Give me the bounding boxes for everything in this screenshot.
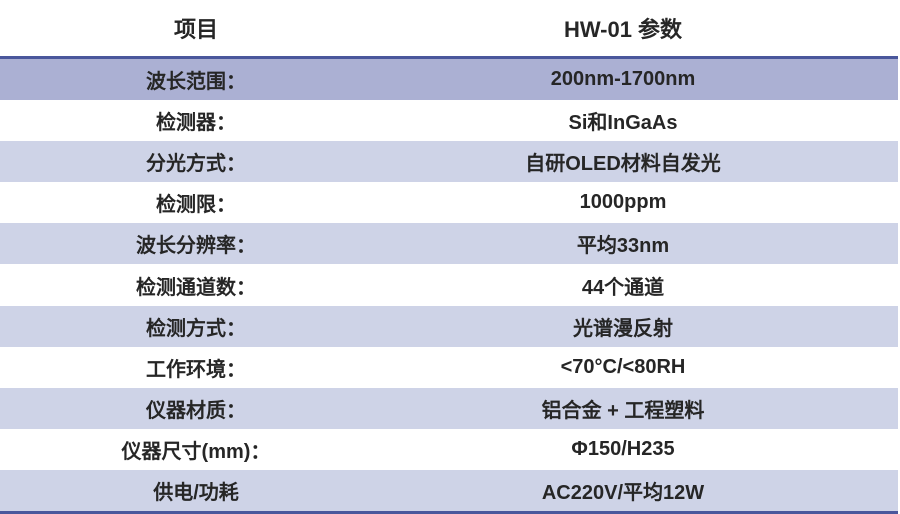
row-label: 工作环境：	[146, 358, 246, 381]
table-row: 仪器尺寸(mm)： Φ150/H235	[0, 428, 898, 470]
row-label: 检测方式：	[146, 317, 246, 340]
table-row: 检测限： 1000ppm	[0, 182, 898, 224]
table-row: 检测通道数： 44个通道	[0, 264, 898, 306]
row-label: 检测器：	[156, 112, 236, 135]
table-body: 波长范围： 200nm-1700nm 检测器： Si和InGaAs 分光方式： …	[0, 59, 898, 512]
table-header: 项目 HW-01 参数	[0, 0, 898, 56]
row-value: <70°C/<80RH	[560, 355, 686, 378]
table-row: 波长分辨率： 平均33nm	[0, 223, 898, 265]
row-value: 平均33nm	[576, 235, 670, 258]
row-label: 波长分辨率：	[136, 235, 256, 258]
row-value: 1000ppm	[579, 191, 667, 214]
row-label: 分光方式：	[146, 153, 246, 176]
row-value: 光谱漫反射	[573, 317, 673, 340]
row-value: AC220V/平均12W	[541, 481, 705, 504]
row-value: 200nm-1700nm	[550, 68, 696, 91]
table-row: 检测器： Si和InGaAs	[0, 100, 898, 142]
header-param-label: HW-01 参数	[563, 17, 683, 42]
header-item-label: 项目	[173, 17, 218, 42]
row-value: 铝合金 + 工程塑料	[541, 399, 705, 422]
row-value: 自研OLED材料自发光	[525, 153, 721, 176]
table-row: 分光方式： 自研OLED材料自发光	[0, 141, 898, 183]
bottom-rule	[0, 511, 898, 514]
row-label: 波长范围：	[146, 71, 246, 94]
table-row: 波长范围： 200nm-1700nm	[0, 59, 898, 101]
row-label: 供电/功耗	[153, 481, 239, 504]
row-value: 44个通道	[581, 276, 665, 299]
table-row: 供电/功耗 AC220V/平均12W	[0, 469, 898, 512]
row-label: 仪器材质：	[146, 399, 246, 422]
table-row: 检测方式： 光谱漫反射	[0, 305, 898, 347]
row-value: Φ150/H235	[571, 437, 675, 460]
row-label: 检测限：	[156, 194, 236, 217]
table-row: 仪器材质： 铝合金 + 工程塑料	[0, 387, 898, 429]
row-label: 检测通道数：	[136, 276, 256, 299]
table-row: 工作环境： <70°C/<80RH	[0, 346, 898, 388]
header-divider-rule	[0, 56, 898, 59]
row-label: 仪器尺寸(mm)：	[121, 440, 271, 463]
row-value: Si和InGaAs	[568, 112, 678, 135]
